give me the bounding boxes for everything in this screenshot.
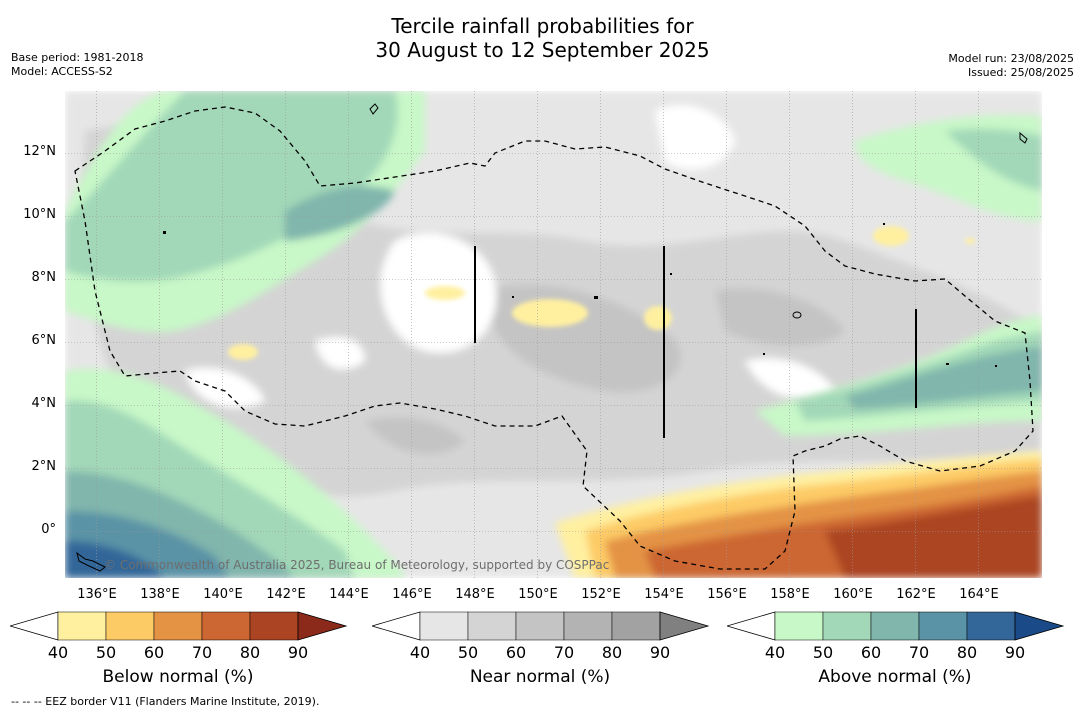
cbar-tick: 70 <box>908 643 930 662</box>
lat-tick: 4°N <box>31 396 57 411</box>
cbar-tick: 70 <box>191 643 213 662</box>
cbar-segment <box>419 611 469 641</box>
lon-tick: 138°E <box>140 587 180 602</box>
lon-tick: 136°E <box>77 587 117 602</box>
above-normal-west <box>65 91 425 578</box>
eez-border <box>74 106 1034 570</box>
cbar-segment <box>201 611 251 641</box>
model-name: Model: ACCESS-S2 <box>11 65 113 78</box>
colorbar-near-normal <box>372 611 710 641</box>
cbar-tick: 60 <box>860 643 882 662</box>
cbar-segment <box>153 611 203 641</box>
cbar-segment <box>105 611 155 641</box>
title-line-1: Tercile rainfall probabilities for <box>391 14 694 38</box>
lon-tick: 152°E <box>581 587 621 602</box>
lon-tick: 156°E <box>707 587 747 602</box>
issued-date: Issued: 25/08/2025 <box>967 66 1074 79</box>
cbar-tick: 90 <box>287 643 309 662</box>
lat-tick: 6°N <box>31 333 57 348</box>
lat-tick: 0° <box>41 522 56 537</box>
colorbar-label-above: Above normal (%) <box>818 667 972 687</box>
boundary-lines <box>474 246 917 438</box>
colorbar-above-normal <box>727 611 1065 641</box>
lon-tick: 150°E <box>518 587 558 602</box>
atolls <box>163 223 997 367</box>
cbar-segment <box>870 611 920 641</box>
lat-tick: 12°N <box>23 144 56 159</box>
model-run: Model run: 23/08/2025 <box>948 52 1074 65</box>
cbar-segment <box>467 611 517 641</box>
cbar-segment <box>918 611 968 641</box>
title-line-2: 30 August to 12 September 2025 <box>375 38 710 62</box>
lon-tick: 164°E <box>959 587 999 602</box>
run-info: Model run: 23/08/2025 Issued: 25/08/2025 <box>948 52 1074 80</box>
cbar-segment <box>249 611 299 641</box>
eez-footnote: -- -- -- EEZ border V11 (Flanders Marine… <box>11 695 320 708</box>
lon-tick: 158°E <box>770 587 810 602</box>
cbar-tick: 40 <box>409 643 431 662</box>
cbar-segment <box>563 611 613 641</box>
cbar-tick: 60 <box>143 643 165 662</box>
below-normal-layer <box>555 451 1042 578</box>
cbar-tick: 70 <box>553 643 575 662</box>
cbar-segment <box>57 611 107 641</box>
map-title: Tercile rainfall probabilities for 30 Au… <box>0 14 1085 62</box>
lon-tick: 140°E <box>203 587 243 602</box>
cbar-tick: 80 <box>239 643 261 662</box>
cbar-tick: 60 <box>505 643 527 662</box>
lon-tick: 142°E <box>266 587 306 602</box>
graticule <box>65 91 1042 578</box>
cbar-segment <box>966 611 1016 641</box>
lon-tick: 144°E <box>329 587 369 602</box>
cbar-tick: 80 <box>601 643 623 662</box>
cbar-tick: 90 <box>649 643 671 662</box>
lon-tick: 162°E <box>896 587 936 602</box>
cbar-segment <box>822 611 872 641</box>
cbar-tick: 90 <box>1004 643 1026 662</box>
cbar-tick: 50 <box>812 643 834 662</box>
cbar-tick: 40 <box>47 643 69 662</box>
lat-tick: 10°N <box>23 207 56 222</box>
colorbar-label-near: Near normal (%) <box>469 667 611 687</box>
cbar-tick: 50 <box>457 643 479 662</box>
cbar-tick: 80 <box>956 643 978 662</box>
lon-tick: 154°E <box>644 587 684 602</box>
cbar-segment <box>515 611 565 641</box>
copyright-credit: © Commonwealth of Australia 2025, Bureau… <box>104 558 610 572</box>
base-period: Base period: 1981-2018 <box>11 51 144 64</box>
cbar-tick: 40 <box>764 643 786 662</box>
islands <box>76 103 1028 572</box>
cbar-extend-low <box>372 611 421 641</box>
lon-tick: 146°E <box>392 587 432 602</box>
above-normal-east <box>755 114 1042 436</box>
lat-tick: 2°N <box>31 459 57 474</box>
cbar-segment <box>611 611 661 641</box>
colorbar-label-below: Below normal (%) <box>102 667 254 687</box>
cbar-extend-high <box>1014 611 1065 641</box>
cbar-extend-high <box>297 611 348 641</box>
cbar-extend-low <box>10 611 59 641</box>
lon-tick: 160°E <box>833 587 873 602</box>
cbar-tick: 50 <box>95 643 117 662</box>
colorbar-below-normal <box>10 611 348 641</box>
cbar-extend-low <box>727 611 776 641</box>
lon-tick: 148°E <box>455 587 495 602</box>
cbar-segment <box>774 611 824 641</box>
cbar-extend-high <box>659 611 710 641</box>
model-info: Base period: 1981-2018 Model: ACCESS-S2 <box>11 51 143 79</box>
lat-tick: 8°N <box>31 270 57 285</box>
rainfall-map <box>65 91 1042 578</box>
